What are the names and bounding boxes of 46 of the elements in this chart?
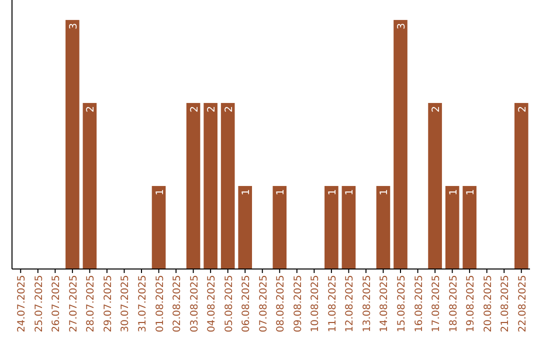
data-label: 2 [517,106,528,112]
x-tick-label: 26.07.2025 [51,275,62,332]
x-tick-label: 29.07.2025 [102,275,114,332]
x-tick-label: 09.08.2025 [292,275,304,332]
data-label: 2 [431,106,442,112]
data-label: 2 [86,106,97,112]
x-tick-label: 12.08.2025 [344,275,356,332]
x-tick-label: 27.07.2025 [68,275,80,332]
data-label: 3 [68,22,80,30]
data-label: 1 [276,188,287,196]
x-tick-label: 04.08.2025 [206,275,218,332]
x-tick-label: 14.08.2025 [379,275,390,332]
x-tick-label: 22.08.2025 [517,275,528,332]
x-tick-label: 11.08.2025 [327,275,338,332]
x-tick-label: 07.08.2025 [258,275,270,332]
data-label: 1 [466,188,477,196]
data-label: 1 [327,188,338,196]
x-tick-label: 28.07.2025 [86,275,97,332]
data-label: 1 [344,188,356,196]
x-tick-label: 08.08.2025 [276,275,287,332]
data-label: 2 [224,106,235,112]
x-tick-label: 19.08.2025 [466,275,477,332]
data-label: 2 [189,106,200,112]
x-tick-label: 18.08.2025 [448,275,460,332]
x-tick-label: 06.08.2025 [241,275,252,332]
x-tick-label: 17.08.2025 [431,275,442,332]
x-tick-label: 16.08.2025 [414,275,425,332]
x-tick-label: 10.08.2025 [310,275,322,332]
data-label: 1 [154,188,166,196]
x-tick-label: 31.07.2025 [138,275,148,332]
x-tick-label: 05.08.2025 [224,275,235,332]
x-tick-label: 13.08.2025 [362,275,373,332]
data-label: 1 [379,188,390,196]
x-tick-label: 24.07.2025 [16,275,28,332]
x-tick-label: 25.07.2025 [34,275,45,332]
x-tick-label: 15.08.2025 [396,275,408,332]
data-label: 1 [241,188,252,196]
x-tick-label: 21.08.2025 [500,275,512,332]
x-tick-label: 30.07.2025 [120,275,132,332]
x-tick-label: 01.08.2025 [154,275,166,332]
x-tick-label: 03.08.2025 [189,275,200,332]
x-tick-label: 02.08.2025 [172,275,184,332]
data-label: 1 [448,188,460,196]
x-tick-label: 20.08.2025 [482,275,494,332]
data-label: 3 [396,22,408,30]
data-label: 2 [206,106,218,112]
